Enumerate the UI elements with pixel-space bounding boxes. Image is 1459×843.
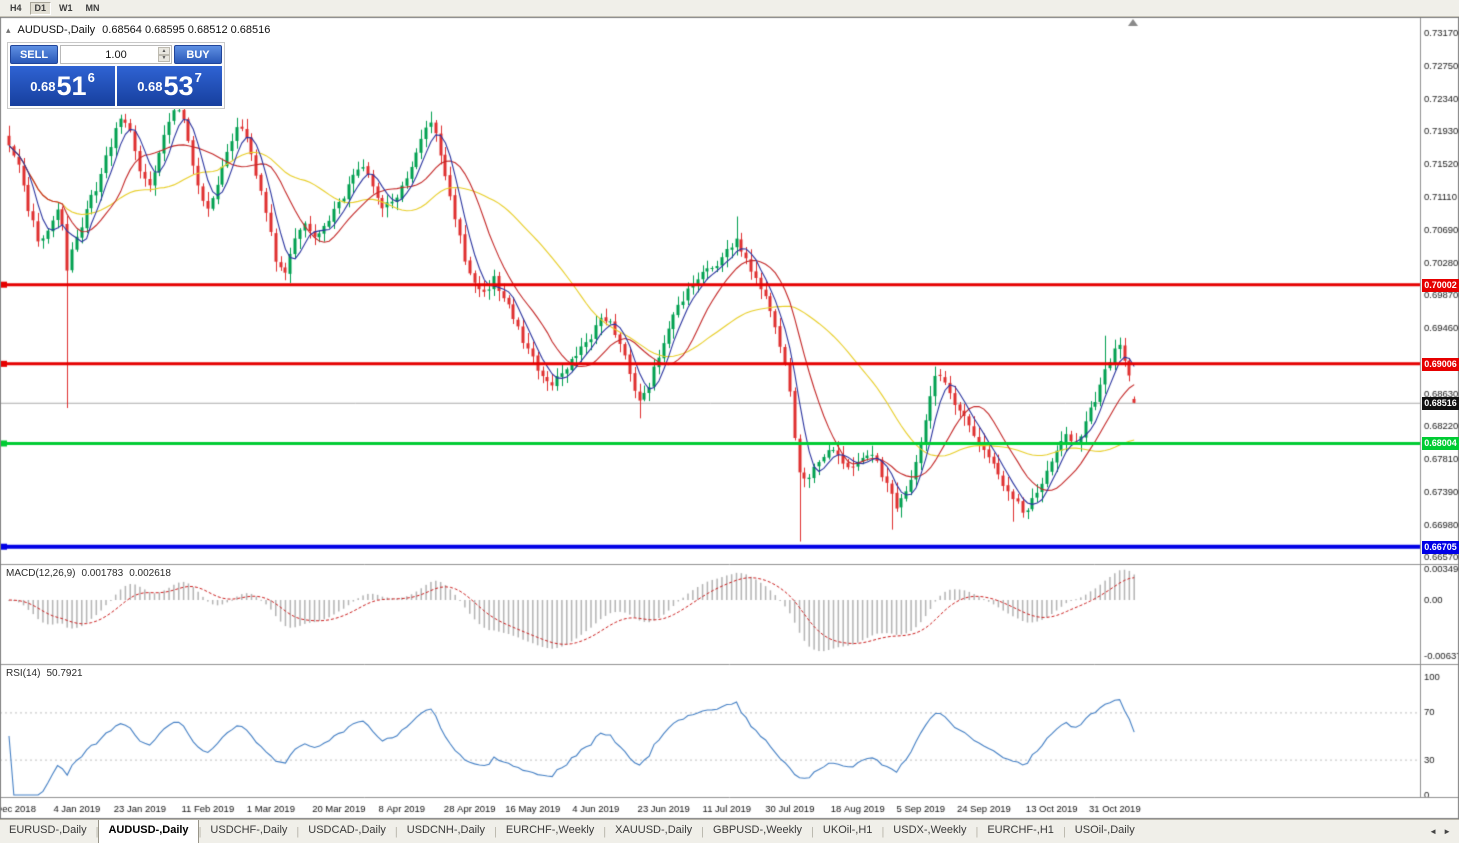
tab-separator: | <box>811 825 814 838</box>
support-line-price-label[interactable]: 0.68004 <box>1422 437 1459 451</box>
timeframe-h4-button[interactable]: H4 <box>5 2 27 15</box>
chart-tab-xauusd-daily[interactable]: XAUUSD-,Daily <box>615 824 693 836</box>
macd-name: MACD(12,26,9) <box>6 568 76 579</box>
rsi-name: RSI(14) <box>6 668 41 679</box>
tab-list: EURUSD-,Daily | AUDUSD-,Daily | USDCHF-,Dail… <box>0 820 1421 843</box>
macd-value-main: 0.001783 <box>81 568 124 579</box>
volume-increase-button[interactable]: ▲ <box>158 47 170 55</box>
macd-indicator-label: MACD(12,26,9) 0.001783 0.002618 <box>6 568 177 579</box>
buy-button[interactable]: BUY <box>174 45 222 64</box>
support-line-price-label[interactable]: 0.66705 <box>1422 540 1459 554</box>
one-click-trading-panel: SELL 1.00 ▲ ▼ BUY 0.68 51 6 0.68 53 7 <box>7 42 225 109</box>
chart-tab-bar: EURUSD-,Daily | AUDUSD-,Daily | USDCHF-,Dail… <box>0 819 1459 843</box>
timeframe-w1-button[interactable]: W1 <box>54 2 78 15</box>
bid-price-label: 0.68516 <box>1422 396 1459 410</box>
buy-price-main: 53 <box>163 70 194 101</box>
resistance-line-price-label[interactable]: 0.70002 <box>1422 278 1459 292</box>
volume-value[interactable]: 1.00 <box>105 48 127 61</box>
chart-tab-usdcnh-daily[interactable]: USDCNH-,Daily <box>406 824 485 836</box>
buy-price-display[interactable]: 0.68 53 7 <box>117 66 222 106</box>
chart-tab-audusd-daily[interactable]: AUDUSD-,Daily <box>98 820 199 843</box>
chart-tab-usdx-weekly[interactable]: USDX-,Weekly <box>893 824 967 836</box>
tab-scroll-left-icon[interactable]: ◄ <box>1429 827 1438 836</box>
trade-panel-collapse-icon[interactable]: ▴ <box>6 24 11 35</box>
volume-field[interactable]: 1.00 ▲ ▼ <box>60 45 172 64</box>
sell-button[interactable]: SELL <box>10 45 58 64</box>
tab-separator: | <box>296 825 300 838</box>
volume-decrease-button[interactable]: ▼ <box>158 54 170 62</box>
rsi-value: 50.7921 <box>46 668 83 679</box>
timeframe-d1-button[interactable]: D1 <box>29 1 52 15</box>
volume-spinner: ▲ ▼ <box>158 47 170 62</box>
rsi-indicator-label: RSI(14) 50.7921 <box>6 668 89 679</box>
tab-separator: | <box>701 825 705 838</box>
chart-tab-eurchf-h1[interactable]: EURCHF-,H1 <box>987 824 1054 836</box>
chart-tab-eurusd-daily[interactable]: EURUSD-,Daily <box>9 824 87 836</box>
tab-separator: | <box>881 825 885 838</box>
tab-separator: | <box>494 825 497 838</box>
chart-title: ▴ AUDUSD-,Daily 0.68564 0.68595 0.68512 … <box>6 24 270 36</box>
sell-price-pip: 6 <box>87 69 95 85</box>
chart-tab-gbpusd-weekly[interactable]: GBPUSD-,Weekly <box>713 824 803 836</box>
tab-separator: | <box>975 825 979 838</box>
chart-ohlc-label: 0.68564 0.68595 0.68512 0.68516 <box>102 24 271 36</box>
buy-price-prefix: 0.68 <box>137 78 163 94</box>
buy-price-pip: 7 <box>194 69 202 85</box>
chart-tab-usdchf-daily[interactable]: USDCHF-,Daily <box>210 824 288 836</box>
sell-price-prefix: 0.68 <box>30 78 56 94</box>
timeframe-mn-button[interactable]: MN <box>81 2 105 15</box>
chart-tab-eurchf-weekly[interactable]: EURCHF-,Weekly <box>505 824 595 836</box>
sell-price-main: 51 <box>56 70 87 101</box>
tab-separator: | <box>603 825 607 838</box>
tab-separator: | <box>198 825 202 838</box>
chart-tab-ukoil-h1[interactable]: UKOil-,H1 <box>822 824 873 836</box>
chart-symbol-label: AUDUSD-,Daily <box>17 24 96 36</box>
tab-scroll-right-icon[interactable]: ► <box>1443 827 1451 836</box>
macd-value-signal: 0.002618 <box>129 568 171 579</box>
tab-separator: | <box>394 825 398 838</box>
sell-price-display[interactable]: 0.68 51 6 <box>10 66 115 106</box>
tab-scroll-controls: ◄ ► <box>1421 820 1459 843</box>
chart-tab-usoil-daily[interactable]: USOil-,Daily <box>1074 824 1135 836</box>
chart-tab-usdcad-daily[interactable]: USDCAD-,Daily <box>308 824 386 836</box>
timeframe-toolbar: H4 D1 W1 MN <box>0 0 1459 17</box>
tab-separator: | <box>95 825 99 838</box>
resistance-line-price-label[interactable]: 0.69006 <box>1422 357 1459 371</box>
tab-separator: | <box>1062 825 1066 838</box>
